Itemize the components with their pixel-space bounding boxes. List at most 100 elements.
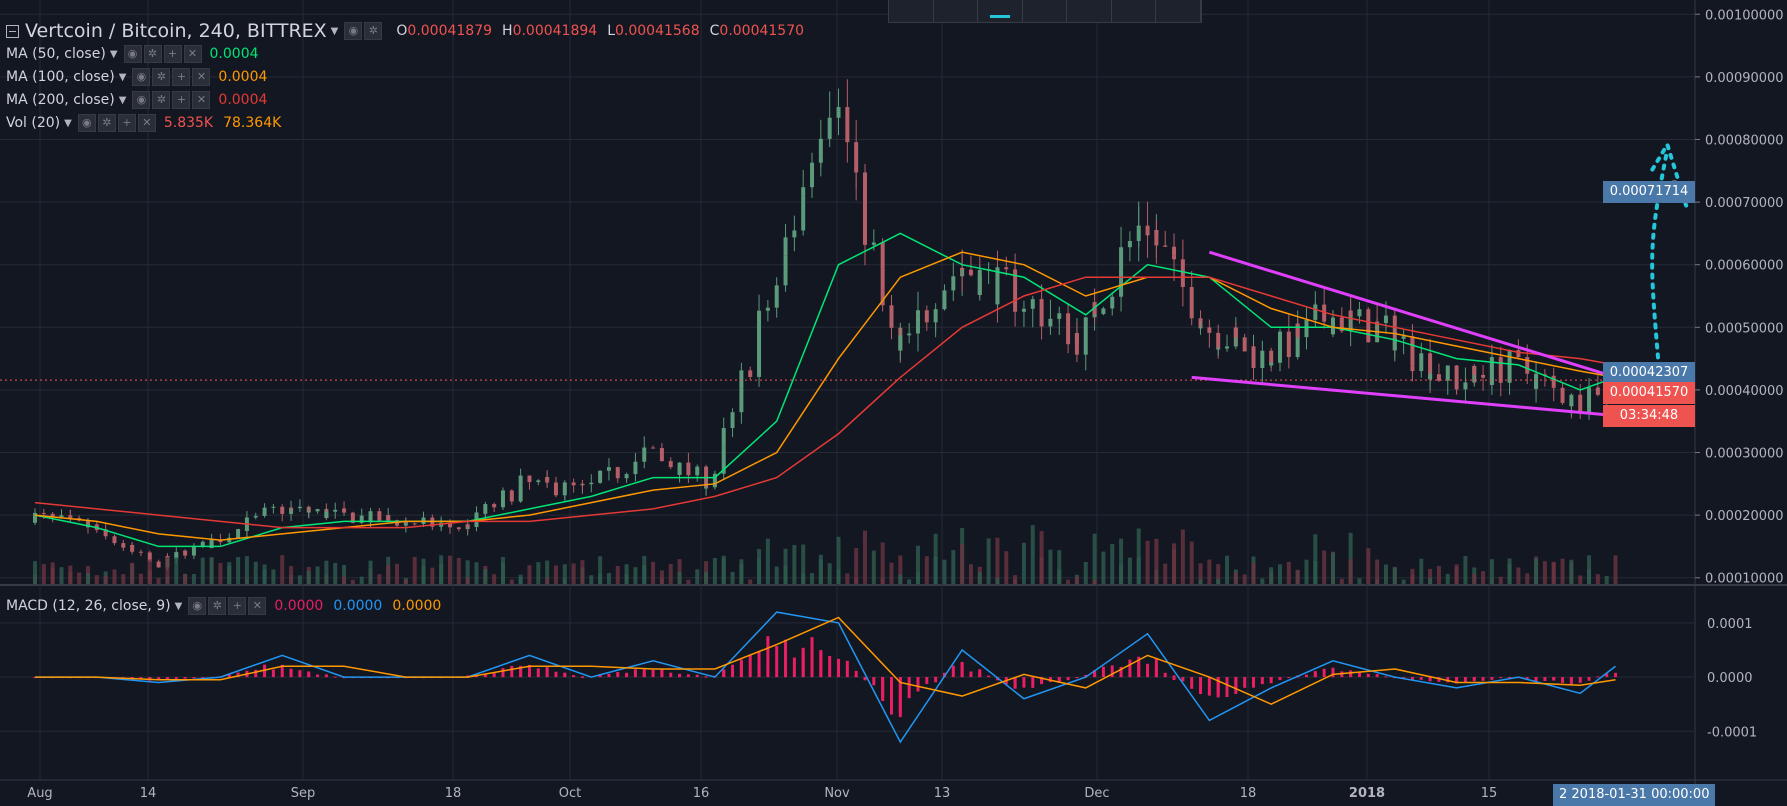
volume-bar bbox=[1322, 550, 1327, 584]
price-tick-label: 0.00060000 bbox=[1705, 259, 1784, 274]
close-icon[interactable]: ✕ bbox=[192, 91, 211, 109]
macd-histogram-bar bbox=[316, 674, 320, 678]
ma-line-ma-50-close- bbox=[34, 232, 1616, 548]
drag-handle-icon[interactable] bbox=[889, 0, 934, 22]
macd-histogram-bar bbox=[934, 677, 938, 683]
eye-icon[interactable]: ◉ bbox=[123, 45, 142, 63]
candle-body bbox=[721, 446, 726, 474]
candle-body bbox=[297, 506, 302, 509]
candle-body bbox=[1295, 323, 1300, 358]
plus-icon[interactable]: + bbox=[228, 597, 247, 615]
chevron-down-icon[interactable]: ▼ bbox=[118, 94, 127, 106]
volume-bar bbox=[659, 570, 664, 584]
macd-histogram-bar bbox=[510, 665, 514, 678]
line-width-icon[interactable] bbox=[1023, 0, 1068, 22]
volume-bar bbox=[1233, 572, 1238, 584]
volume-bar bbox=[1410, 568, 1415, 584]
chevron-down-icon[interactable]: ▼ bbox=[109, 48, 118, 60]
volume-bar bbox=[642, 564, 647, 584]
chevron-down-icon[interactable]: ▼ bbox=[174, 600, 183, 612]
candle-body bbox=[253, 515, 258, 518]
candle-body bbox=[430, 517, 435, 527]
candle-body bbox=[757, 340, 762, 377]
eye-icon[interactable]: ◉ bbox=[344, 22, 363, 40]
chevron-down-icon[interactable]: ▼ bbox=[64, 117, 72, 129]
macd-histogram-bar bbox=[1110, 665, 1114, 678]
macd-histogram-bar bbox=[1040, 677, 1044, 685]
gear-icon[interactable]: ✲ bbox=[143, 45, 162, 63]
price-tick-label: 0.00080000 bbox=[1705, 133, 1784, 148]
volume-bar bbox=[483, 569, 488, 584]
macd-histogram-bar bbox=[298, 670, 302, 678]
plus-icon[interactable]: + bbox=[163, 45, 182, 63]
volume-bar bbox=[1489, 559, 1494, 584]
candle-body bbox=[907, 333, 912, 336]
volume-bar bbox=[615, 566, 620, 584]
candle-body bbox=[924, 310, 929, 323]
candle-body bbox=[1587, 387, 1592, 409]
close-icon[interactable]: ✕ bbox=[183, 45, 202, 63]
candle-body bbox=[818, 138, 823, 156]
candle-body bbox=[704, 487, 709, 489]
close-icon[interactable]: ✕ bbox=[192, 68, 211, 86]
volume-bar bbox=[41, 564, 46, 584]
volume-bar bbox=[253, 561, 258, 584]
macd-histogram-bar bbox=[801, 648, 805, 678]
volume-bar bbox=[1534, 558, 1539, 584]
settings-icon[interactable] bbox=[1067, 0, 1112, 22]
indicator-label[interactable]: Vol (20) bbox=[6, 115, 61, 131]
close-icon[interactable]: ✕ bbox=[137, 114, 156, 132]
macd-histogram-bar bbox=[1525, 677, 1529, 680]
symbol-title[interactable]: Vertcoin / Bitcoin, 240, BITTREX bbox=[25, 20, 327, 42]
macd-histogram-bar bbox=[678, 673, 682, 678]
candle-body bbox=[545, 477, 550, 483]
gear-icon[interactable]: ✲ bbox=[364, 22, 383, 40]
volume-bar bbox=[412, 556, 417, 584]
plus-icon[interactable]: + bbox=[117, 114, 136, 132]
eye-icon[interactable]: ◉ bbox=[132, 68, 151, 86]
candle-body bbox=[1375, 321, 1380, 324]
volume-bar bbox=[1030, 525, 1035, 584]
chevron-down-icon[interactable]: ▼ bbox=[118, 71, 127, 83]
volume-bar bbox=[960, 544, 965, 584]
eye-icon[interactable]: ◉ bbox=[188, 597, 207, 615]
candle-body bbox=[1489, 357, 1494, 385]
line-color-icon[interactable] bbox=[978, 0, 1023, 22]
volume-bar bbox=[368, 560, 373, 584]
eye-icon[interactable]: ◉ bbox=[132, 91, 151, 109]
volume-bar bbox=[951, 550, 956, 584]
candle-body bbox=[183, 550, 188, 556]
eye-icon[interactable]: ◉ bbox=[77, 114, 96, 132]
countdown-tag: 03:34:48 bbox=[1603, 405, 1695, 427]
macd-histogram-bar bbox=[1066, 677, 1070, 681]
macd-histogram-bar bbox=[951, 665, 955, 678]
line-style-icon[interactable] bbox=[934, 0, 979, 22]
gear-icon[interactable]: ✲ bbox=[97, 114, 116, 132]
close-icon[interactable]: ✕ bbox=[248, 597, 267, 615]
delete-icon[interactable] bbox=[1156, 0, 1202, 22]
indicator-label[interactable]: MA (100, close) bbox=[6, 69, 115, 85]
plus-icon[interactable]: + bbox=[172, 91, 191, 109]
macd-histogram-bar bbox=[925, 677, 929, 684]
macd-legend-label[interactable]: MACD (12, 26, close, 9) bbox=[6, 598, 171, 614]
macd-histogram-bar bbox=[1225, 677, 1229, 698]
collapse-icon[interactable] bbox=[6, 24, 19, 38]
volume-bar bbox=[386, 564, 391, 584]
indicator-label[interactable]: MA (50, close) bbox=[6, 46, 106, 62]
candle-body bbox=[977, 270, 982, 295]
gear-icon[interactable]: ✲ bbox=[152, 91, 171, 109]
candle-body bbox=[368, 511, 373, 523]
macd-histogram-bar bbox=[1216, 677, 1220, 695]
volume-bar bbox=[342, 564, 347, 584]
gear-icon[interactable]: ✲ bbox=[208, 597, 227, 615]
plus-icon[interactable]: + bbox=[172, 68, 191, 86]
volume-bar bbox=[1401, 579, 1406, 584]
indicator-label[interactable]: MA (200, close) bbox=[6, 92, 115, 108]
lock-icon[interactable] bbox=[1112, 0, 1157, 22]
candle-body bbox=[518, 475, 523, 485]
gear-icon[interactable]: ✲ bbox=[152, 68, 171, 86]
macd-histogram-bar bbox=[245, 673, 249, 678]
macd-signal-value: 0.0000 bbox=[392, 598, 442, 614]
chevron-down-icon[interactable]: ▼ bbox=[330, 25, 339, 37]
